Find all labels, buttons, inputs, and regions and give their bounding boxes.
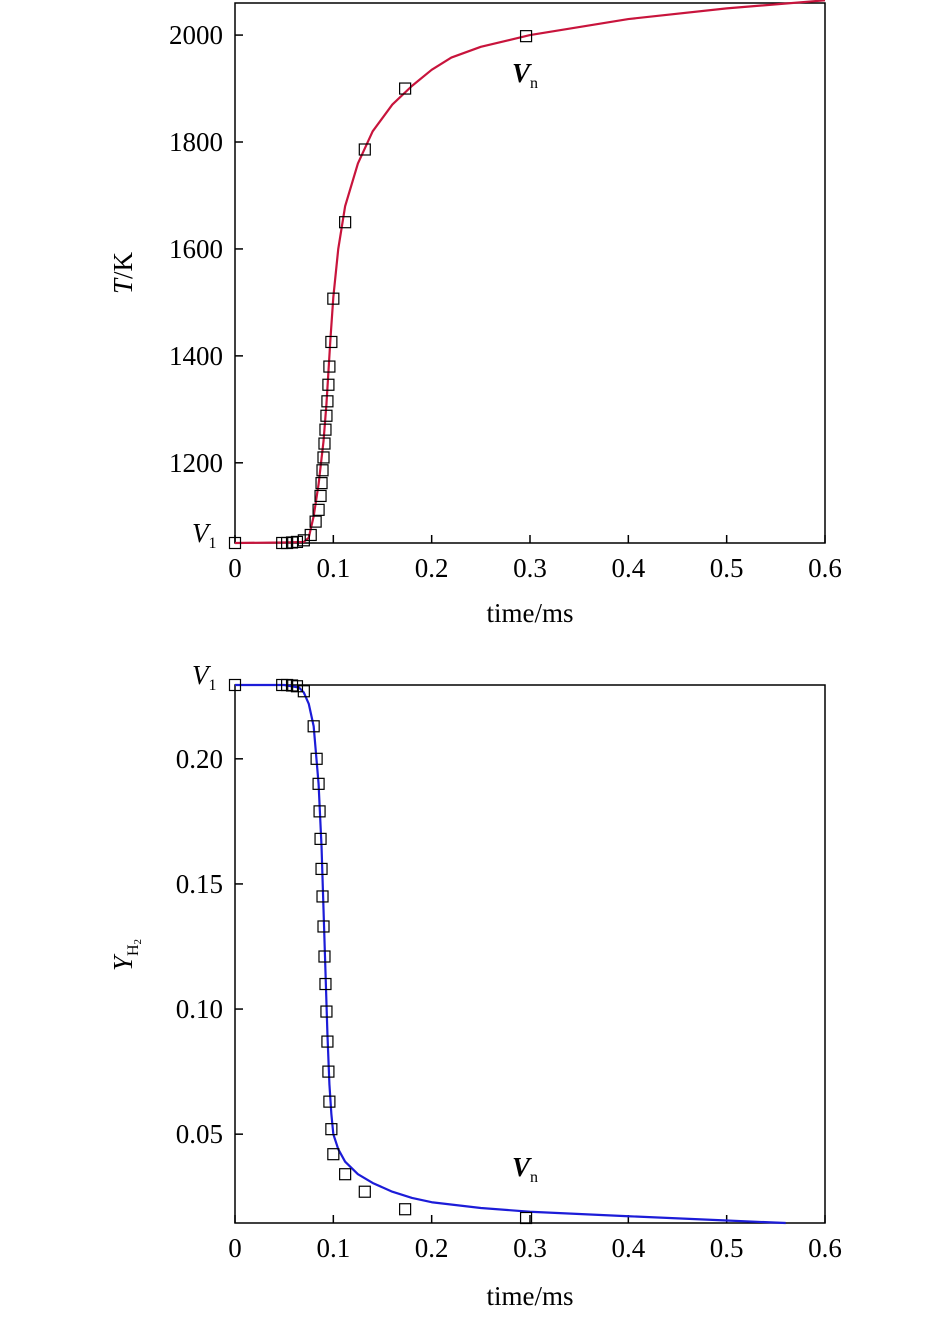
data-point: [325, 1123, 338, 1136]
data-point: [325, 335, 338, 349]
start-annotation-letter: V: [192, 518, 212, 548]
data-point: [323, 360, 336, 373]
end-annotation-letter: V: [512, 58, 532, 88]
data-point: [318, 437, 331, 450]
y-axis-label-main: Y: [108, 953, 138, 971]
y-tick-label: 0.10: [176, 994, 223, 1024]
data-point: [320, 1005, 333, 1018]
y-axis-label-subsub: 2: [132, 939, 144, 945]
end-annotation: Vn: [512, 58, 538, 92]
y-tick-label: 0.05: [176, 1119, 223, 1149]
x-ticks: 0 0.1 0.2 0.3 0.4 0.5 0.6: [228, 535, 842, 583]
y-tick-label: 2000: [169, 20, 223, 50]
temperature-chart: 1200 1400 1600 1800 2000 0 0.1 0.2 0.3 0.4 0.5 0.6…: [108, 0, 842, 628]
data-point: [339, 1168, 352, 1181]
x-ticks: 0 0.1 0.2 0.3 0.4 0.5 0.6: [228, 1215, 842, 1263]
data-point: [297, 685, 310, 698]
x-tick-label: 0.4: [611, 553, 645, 583]
data-point: [312, 777, 325, 790]
data-point: [322, 378, 335, 391]
plot-frame: [234, 684, 826, 1224]
y-tick-label: 1800: [169, 127, 223, 157]
series-line: [235, 683, 786, 1225]
x-axis-label: time/ms: [487, 598, 574, 628]
y-tick-label: 0.15: [176, 869, 223, 899]
data-point: [519, 30, 533, 43]
plot-area: [228, 678, 786, 1225]
data-point: [358, 143, 371, 156]
data-point: [315, 862, 328, 876]
data-point: [290, 535, 304, 549]
end-annotation-sub: n: [530, 1169, 538, 1186]
y-tick-label: 0.20: [176, 744, 223, 774]
data-point: [319, 977, 332, 991]
data-point: [399, 1203, 412, 1216]
y-axis-label: T/K: [108, 251, 138, 294]
y-tick-label: 1200: [169, 448, 223, 478]
y-ticks: 0.05 0.10 0.15 0.20: [176, 744, 243, 1149]
x-tick-label: 0.2: [415, 553, 449, 583]
x-tick-label: 0.1: [316, 553, 350, 583]
end-annotation: Vn: [512, 1152, 538, 1186]
data-point: [312, 503, 325, 516]
start-annotation-letter: V: [192, 660, 212, 690]
data-point: [319, 423, 332, 436]
data-point: [310, 752, 323, 765]
data-point: [323, 1095, 336, 1108]
y-axis-label: YH2: [108, 939, 144, 971]
x-tick-label: 0.5: [710, 1233, 744, 1263]
data-point: [316, 890, 329, 903]
data-point: [315, 477, 328, 490]
data-point: [317, 451, 330, 464]
data-point: [314, 832, 327, 845]
data-point: [322, 1065, 335, 1078]
x-tick-label: 0: [228, 1233, 242, 1263]
data-point: [327, 292, 340, 305]
x-tick-label: 0.3: [513, 553, 547, 583]
data-point: [399, 82, 412, 95]
data-point: [317, 920, 330, 933]
plot-area: [228, 0, 826, 550]
y-axis-label-unit: /K: [108, 251, 138, 279]
y-ticks: 1200 1400 1600 1800 2000: [169, 20, 243, 478]
data-point: [314, 489, 327, 503]
data-point: [228, 678, 242, 692]
x-tick-label: 0.2: [415, 1233, 449, 1263]
data-point: [318, 950, 331, 963]
data-point: [228, 536, 242, 550]
data-point: [313, 805, 326, 818]
y-tick-label: 1400: [169, 341, 223, 371]
data-point: [321, 1035, 334, 1048]
start-annotation-sub: 1: [209, 535, 217, 552]
x-tick-label: 0: [228, 553, 242, 583]
data-point: [320, 409, 333, 422]
y-tick-label: 1600: [169, 234, 223, 264]
data-point: [304, 528, 317, 542]
x-tick-label: 0.6: [808, 553, 842, 583]
x-axis-label: time/ms: [487, 1281, 574, 1311]
start-annotation-sub: 1: [209, 677, 217, 694]
hydrogen-fraction-chart: 0.05 0.10 0.15 0.20 0 0.1 0.2 0.3 0.4 0.5 0.6 tim…: [108, 660, 842, 1311]
data-point: [316, 464, 329, 477]
data-point: [339, 216, 352, 229]
start-annotation: V1: [192, 518, 217, 552]
x-tick-label: 0.4: [611, 1233, 645, 1263]
x-tick-label: 0.5: [710, 553, 744, 583]
data-point: [307, 720, 320, 733]
end-annotation-sub: n: [530, 75, 538, 92]
x-tick-label: 0.1: [316, 1233, 350, 1263]
end-annotation-letter: V: [512, 1152, 532, 1182]
x-tick-label: 0.6: [808, 1233, 842, 1263]
data-point: [519, 1211, 533, 1225]
x-tick-label: 0.3: [513, 1233, 547, 1263]
y-axis-label-italic: T: [108, 277, 138, 294]
data-point: [309, 515, 322, 528]
data-point: [321, 395, 334, 408]
data-point: [327, 1148, 340, 1161]
y-axis-label-sub: H: [125, 944, 142, 956]
data-point: [358, 1185, 371, 1198]
start-annotation: V1: [192, 660, 217, 694]
